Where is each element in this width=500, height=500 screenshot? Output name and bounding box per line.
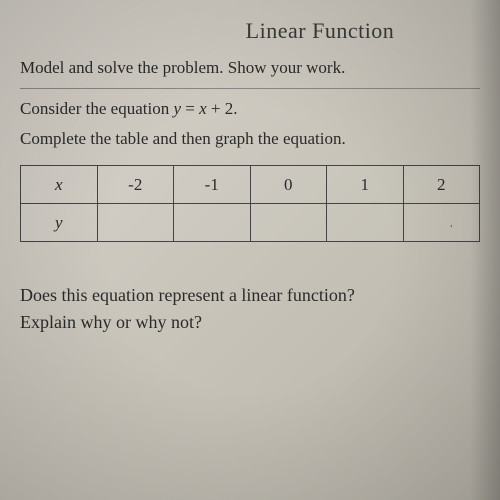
x-cell: 2 [403, 166, 480, 204]
table-row-x: x -2 -1 0 1 2 [21, 166, 480, 204]
equation-rhs-rest: + 2. [207, 99, 238, 118]
complete-instruction: Complete the table and then graph the eq… [20, 129, 480, 149]
x-cell: -2 [97, 166, 174, 204]
linear-question: Does this equation represent a linear fu… [20, 282, 480, 336]
page-title-partial: Linear Function [20, 18, 480, 44]
y-cell[interactable] [97, 204, 174, 242]
x-header: x [21, 166, 98, 204]
x-cell: 1 [327, 166, 404, 204]
xy-table: x -2 -1 0 1 2 y ' [20, 165, 480, 242]
equation-prompt: Consider the equation y = x + 2. [20, 99, 480, 119]
model-instruction: Model and solve the problem. Show your w… [20, 58, 480, 89]
question-line-1: Does this equation represent a linear fu… [20, 282, 480, 309]
consider-text: Consider the equation [20, 99, 173, 118]
table-row-y: y ' [21, 204, 480, 242]
equation-lhs: y [173, 99, 181, 118]
equation-rhs-var: x [199, 99, 207, 118]
x-cell: -1 [174, 166, 251, 204]
equation-eq: = [181, 99, 199, 118]
y-cell[interactable] [250, 204, 327, 242]
y-header: y [21, 204, 98, 242]
question-line-2: Explain why or why not? [20, 309, 480, 336]
x-cell: 0 [250, 166, 327, 204]
worksheet-page: Linear Function Model and solve the prob… [0, 0, 500, 354]
y-cell[interactable] [327, 204, 404, 242]
y-cell[interactable] [174, 204, 251, 242]
stray-mark: ' [450, 223, 452, 235]
y-cell[interactable]: ' [403, 204, 480, 242]
